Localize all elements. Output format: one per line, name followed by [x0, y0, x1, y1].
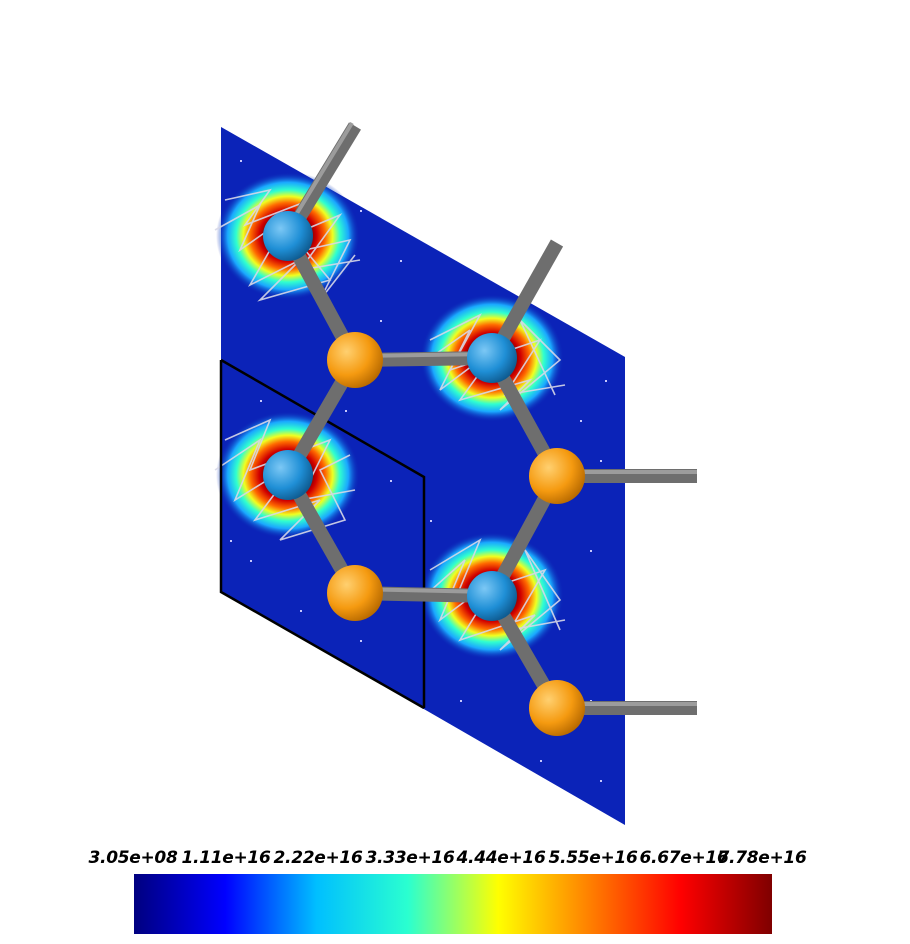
colorbar-label: 3.33e+16 [365, 848, 455, 868]
atoms-orange [327, 332, 585, 736]
colorbar-label: 4.44e+16 [456, 848, 546, 868]
colorbar-label: 1.11e+16 [181, 848, 271, 868]
colorbar-label: 5.55e+16 [548, 848, 638, 868]
field-dots [230, 160, 607, 782]
colorbar-label: 7.78e+16 [717, 848, 807, 868]
colorbar [134, 874, 772, 934]
colorbar-label: 2.22e+16 [273, 848, 363, 868]
colorbar-label: 3.05e+08 [88, 848, 178, 868]
cell-edges [219, 358, 426, 710]
colorbar-label: 6.67e+16 [639, 848, 729, 868]
colorbar-labels: 3.05e+08 1.11e+16 2.22e+16 3.33e+16 4.44… [0, 848, 910, 874]
atoms-blue [263, 211, 517, 621]
